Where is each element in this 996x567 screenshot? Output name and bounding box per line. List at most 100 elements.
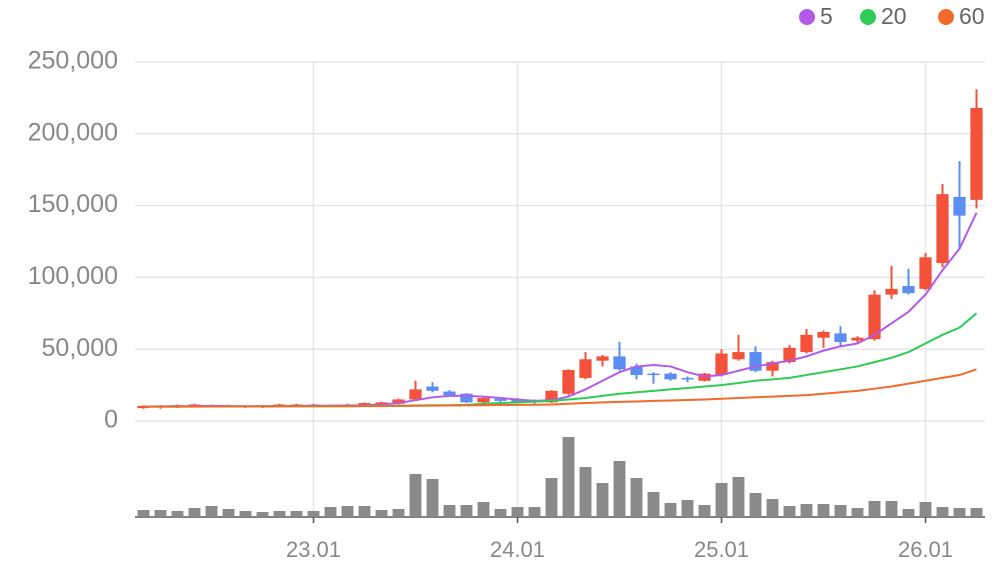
volume-bar	[426, 479, 439, 517]
y-tick-label: 150,000	[28, 190, 118, 218]
volume-bar	[154, 510, 167, 517]
volume-bar	[494, 509, 507, 517]
candle-body	[511, 399, 524, 403]
candle-body	[953, 196, 966, 216]
volume-bar	[953, 508, 966, 517]
volume-bar	[783, 506, 796, 517]
candle-body	[545, 390, 558, 403]
x-tick-label: 26.01	[898, 537, 953, 562]
volume-bar	[647, 492, 660, 517]
volume-bar	[562, 437, 575, 517]
legend-label: 60	[959, 3, 985, 29]
volume-bar	[460, 505, 473, 517]
volume-bar	[936, 507, 949, 517]
candle-body	[715, 353, 728, 376]
y-tick-label: 250,000	[28, 47, 118, 75]
candle-body	[392, 399, 405, 404]
candle-body	[834, 333, 847, 343]
volume-bar	[902, 509, 915, 517]
volume-bar	[290, 511, 303, 517]
volume-bar	[358, 506, 371, 517]
volume-bar	[817, 504, 830, 517]
x-tick-label: 25.01	[694, 537, 749, 562]
candle-body	[613, 356, 626, 370]
volume-bar	[528, 507, 541, 517]
volume-bar	[868, 501, 881, 517]
volume-bar	[970, 508, 983, 517]
volume-bar	[800, 504, 813, 517]
ma-line	[143, 312, 978, 408]
ma-line	[143, 212, 978, 408]
candle-body	[647, 373, 660, 376]
x-tick-label: 24.01	[490, 537, 545, 562]
legend-label: 5	[820, 3, 833, 29]
volume-bar	[392, 509, 405, 517]
candle-body	[868, 294, 881, 340]
y-tick-label: 100,000	[28, 262, 118, 290]
volume-bar	[375, 510, 388, 517]
volume-bar	[273, 511, 286, 517]
volume-bar	[749, 493, 762, 517]
candle-body	[885, 288, 898, 295]
volume-bar	[545, 478, 558, 517]
candle-body	[460, 393, 473, 403]
volume-bar	[579, 467, 592, 517]
volume-bar	[222, 509, 235, 517]
volume-bar	[511, 507, 524, 517]
candle-body	[919, 257, 932, 289]
candle-body	[851, 337, 864, 341]
volume-bar	[477, 502, 490, 517]
candle-body	[902, 286, 915, 294]
legend-marker	[799, 9, 815, 25]
volume-bar	[732, 477, 745, 517]
y-tick-label: 50,000	[42, 334, 118, 362]
volume-bar	[630, 478, 643, 517]
candle-body	[970, 107, 983, 200]
candle-body	[477, 398, 490, 403]
candle-body	[596, 356, 609, 361]
volume-bar	[885, 501, 898, 517]
candle-body	[630, 366, 643, 376]
candle-body	[426, 386, 439, 391]
volume-bar	[834, 505, 847, 517]
volume-bar	[324, 507, 337, 517]
volume-bar	[137, 510, 150, 517]
volume-bar	[681, 500, 694, 517]
volume-bar	[205, 506, 218, 517]
candle-body	[494, 398, 507, 401]
candle-body	[409, 389, 422, 400]
candle-body	[443, 391, 456, 396]
y-tick-label: 0	[104, 406, 118, 434]
volume-bar	[664, 503, 677, 517]
volume-bar	[256, 512, 269, 517]
volume-bar	[188, 508, 201, 517]
x-tick-label: 23.01	[286, 537, 341, 562]
candle-body	[766, 362, 779, 371]
volume-bar	[409, 474, 422, 517]
volume-bar	[239, 511, 252, 517]
volume-bar	[307, 511, 320, 517]
volume-bar	[919, 502, 932, 517]
candle-body	[936, 194, 949, 264]
volume-bar	[698, 505, 711, 517]
ma-line	[143, 368, 977, 408]
volume-bar	[341, 506, 354, 517]
volume-bar	[443, 505, 456, 517]
candle-body	[358, 403, 371, 406]
candle-body	[375, 402, 388, 405]
volume-bar	[613, 461, 626, 517]
legend-marker	[860, 9, 876, 25]
volume-bar	[851, 508, 864, 517]
legend-label: 20	[881, 3, 907, 29]
candle-body	[732, 352, 745, 360]
volume-bar	[766, 499, 779, 517]
volume-bar	[715, 483, 728, 517]
volume-bar	[171, 511, 184, 517]
candle-body	[681, 377, 694, 380]
candle-body	[817, 331, 830, 338]
candle-body	[579, 359, 592, 378]
candle-body	[800, 334, 813, 353]
legend-marker	[938, 9, 954, 25]
y-tick-label: 200,000	[28, 118, 118, 146]
